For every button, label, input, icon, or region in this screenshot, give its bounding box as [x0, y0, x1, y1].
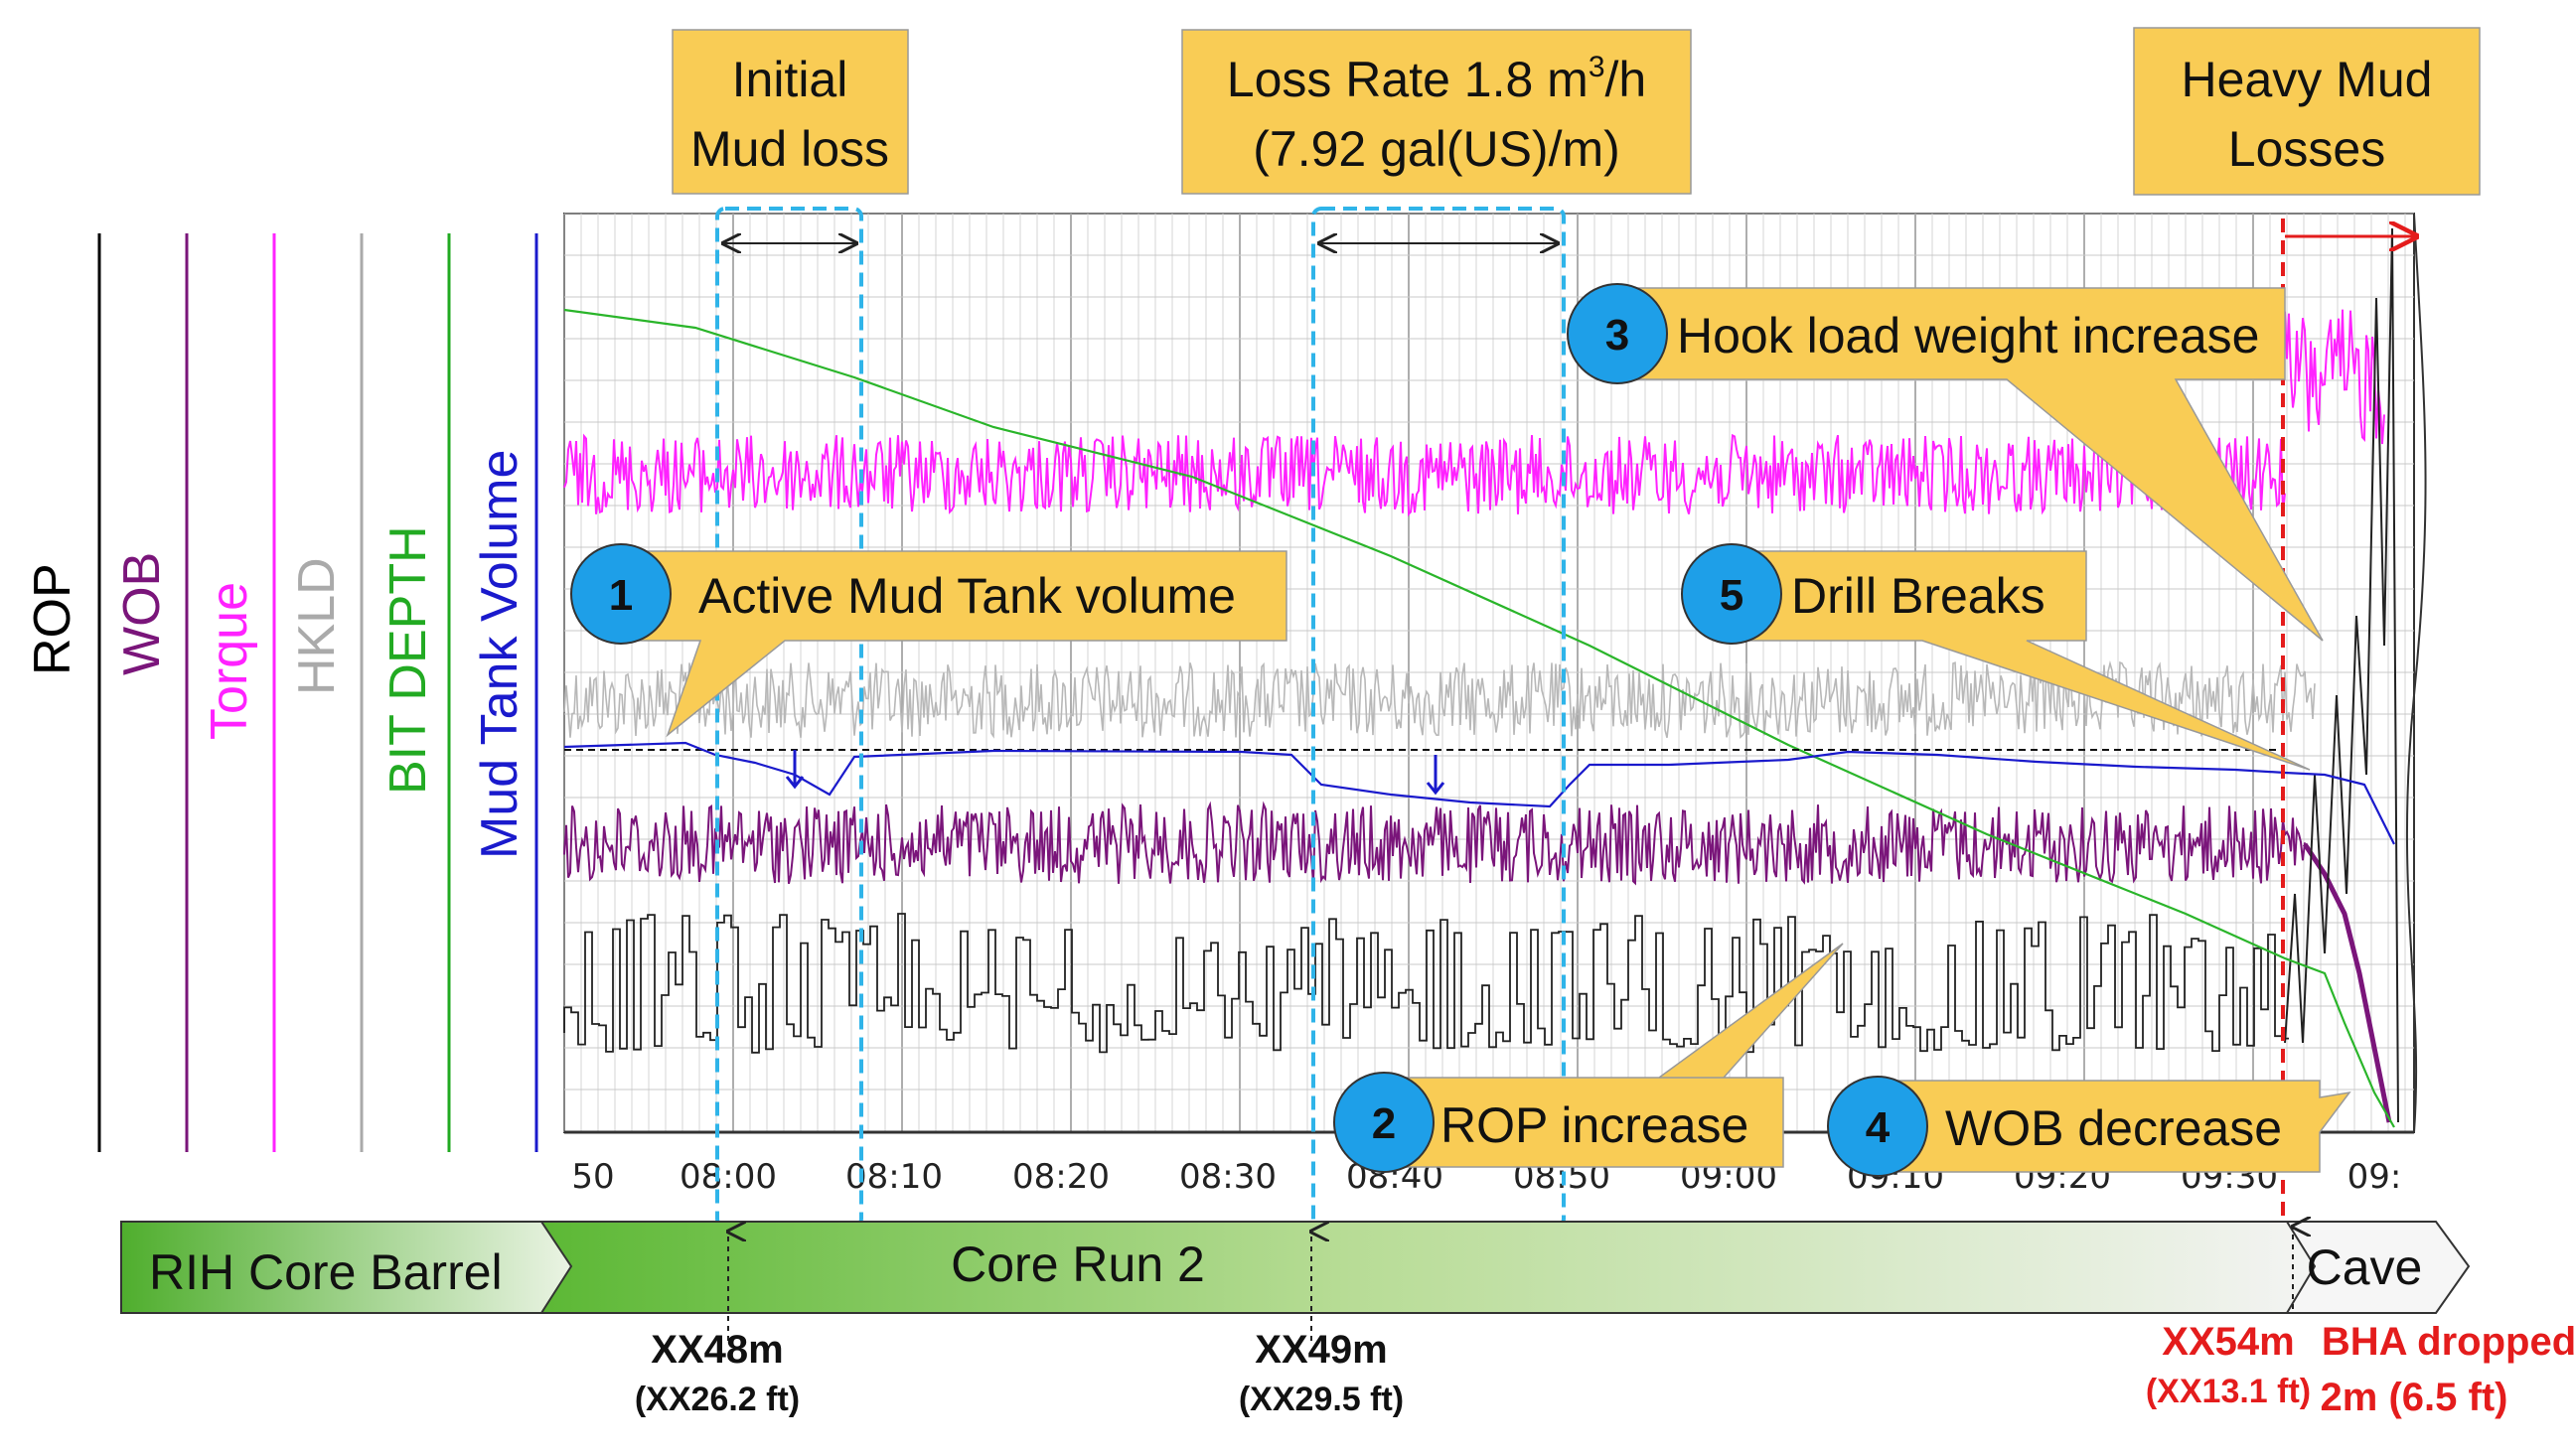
callout-loss-rate-line1: Loss Rate 1.8 m3/h [1227, 51, 1646, 107]
callout-3-number: 3 [1605, 311, 1629, 360]
phase-cave [2285, 1221, 2471, 1314]
series-bit-depth [563, 308, 2395, 1128]
callout-5-number: 5 [1720, 571, 1743, 620]
callout-2-badge [1333, 1072, 1435, 1173]
track-legend: ROP WOB Torque HKLD BIT DEPTH Mud Tank V… [24, 233, 538, 1152]
callout-3-badge [1567, 283, 1668, 384]
event-depth-ft: (XX13.1 ft) [2146, 1373, 2311, 1410]
x-tick-label: 08:20 [1012, 1157, 1110, 1197]
depth-2-ft: (XX29.5 ft) [1239, 1381, 1404, 1418]
callout-1-badge [570, 543, 672, 645]
series-wob-tail [2302, 842, 2392, 1123]
callout-initial-loss-line1: Initial [732, 52, 848, 107]
series-mud-tank-volume [563, 741, 2395, 845]
depth-1-m: XX48m [651, 1328, 783, 1372]
x-tick-label: 08:00 [680, 1157, 777, 1197]
event-desc-line2: 2m (6.5 ft) [2321, 1376, 2508, 1419]
track-label-torque: Torque [201, 582, 258, 740]
callout-loss-rate [1181, 29, 1692, 195]
track-label-mud-tank: Mud Tank Volume [471, 450, 529, 859]
callout-5-bubble [1733, 550, 2311, 771]
series-wob [563, 801, 2306, 886]
top-callouts: Initial Mud loss Loss Rate 1.8 m3/h (7.9… [672, 27, 2481, 196]
callout-2-label: ROP increase [1440, 1097, 1748, 1153]
callout-initial-loss-line2: Mud loss [690, 121, 889, 177]
event-marker [2281, 218, 2416, 1232]
track-label-hkld: HKLD [288, 557, 346, 695]
track-label-wob: WOB [113, 552, 171, 675]
callout-heavy-losses-line1: Heavy Mud [2182, 52, 2433, 107]
callout-4-bubble [1877, 1080, 2351, 1173]
depth-markers: XX48m (XX26.2 ft) XX49m (XX29.5 ft) XX54… [635, 1227, 2574, 1419]
plot-traces [563, 227, 2399, 1128]
track-label-bit-depth: BIT DEPTH [379, 525, 437, 795]
callout-4-label: WOB decrease [1945, 1100, 2282, 1156]
loss-arrow-head [785, 776, 805, 790]
callout-initial-loss [672, 29, 909, 195]
x-tick-label: 08:30 [1179, 1157, 1277, 1197]
callout-4-number: 4 [1866, 1103, 1891, 1152]
callout-heavy-losses [2133, 27, 2481, 196]
interval-box-initial-loss [715, 207, 863, 1229]
series-rop-tail [2284, 227, 2399, 1123]
phase-cave-label: Cave [2307, 1239, 2423, 1295]
depth-2-m: XX49m [1255, 1328, 1387, 1372]
series-torque [563, 433, 2286, 517]
plot-right-edge [2405, 213, 2427, 1133]
phase-bar: RIH Core Barrel Core Run 2 Cave [120, 1221, 2471, 1314]
phase-core-run-label: Core Run 2 [951, 1237, 1205, 1292]
series-hkld [563, 660, 2316, 739]
callout-2-number: 2 [1372, 1099, 1396, 1148]
phase-core-run [539, 1221, 2327, 1314]
track-label-rop: ROP [24, 563, 81, 675]
loss-arrow-head [1426, 782, 1445, 796]
callout-1-label: Active Mud Tank volume [698, 568, 1236, 624]
callout-3-label: Hook load weight increase [1677, 308, 2259, 364]
event-depth-m: XX54m [2162, 1320, 2294, 1364]
depth-1-ft: (XX26.2 ft) [635, 1381, 800, 1418]
x-tick-label: 09: [2347, 1157, 2402, 1197]
callout-5-badge [1681, 543, 1782, 645]
callout-heavy-losses-line2: Losses [2228, 121, 2385, 177]
numbered-callouts: 3 Hook load weight increase 1 Active Mud… [570, 283, 2351, 1177]
callout-5-label: Drill Breaks [1791, 568, 2045, 624]
x-tick-label: 50 [571, 1157, 614, 1197]
phase-rih-label: RIH Core Barrel [149, 1244, 503, 1300]
callout-4-badge [1827, 1076, 1928, 1177]
event-desc-line1: BHA dropped [2322, 1320, 2574, 1364]
callout-1-number: 1 [609, 571, 633, 620]
callout-3-bubble [1618, 287, 2324, 642]
series-rop [563, 913, 2289, 1054]
callout-loss-rate-line2: (7.92 gal(US)/m) [1253, 121, 1620, 177]
series-torque-tail [2284, 309, 2385, 445]
